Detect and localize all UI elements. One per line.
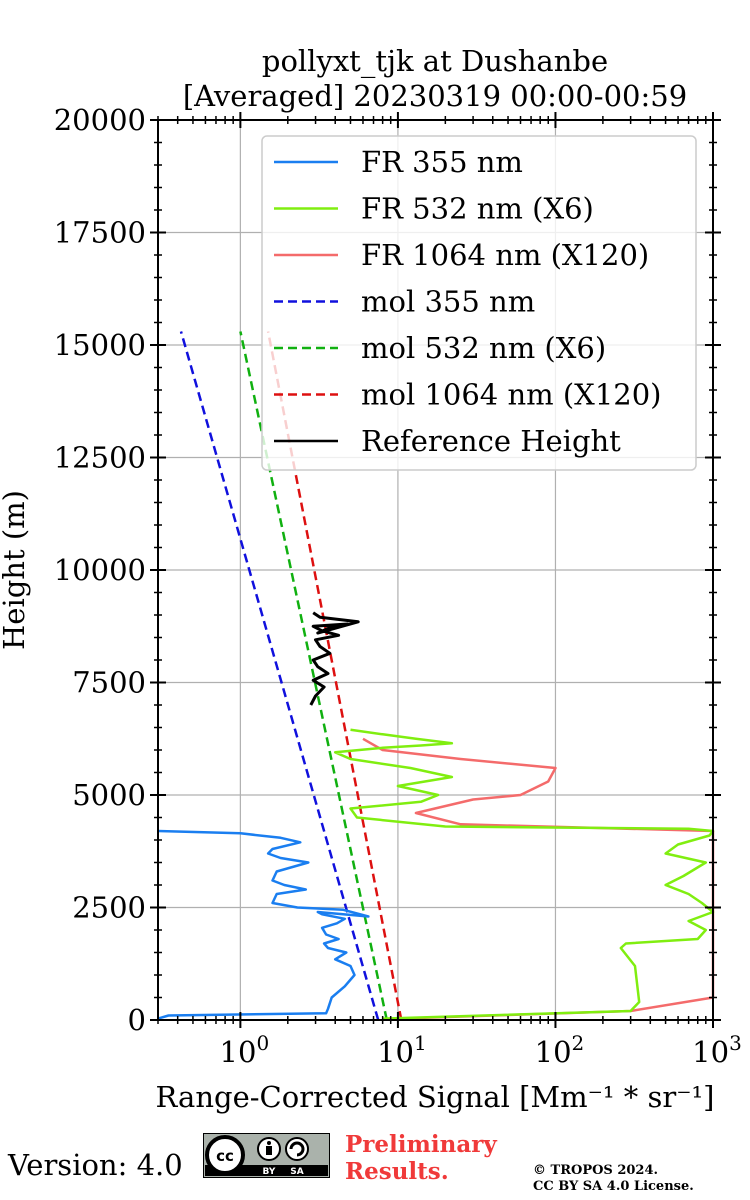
- y-tick-label: 15000: [54, 328, 146, 362]
- series-line-6: [266, 331, 403, 1021]
- legend-label: Reference Height: [361, 424, 621, 458]
- legend-box: [261, 135, 697, 471]
- copyright-line2: CC BY SA 4.0 License.: [533, 1179, 694, 1194]
- legend-label: FR 532 nm (X6): [361, 192, 594, 226]
- axis-ticks: [150, 112, 721, 1028]
- by-text: BY: [263, 1167, 276, 1177]
- series-line-4: [179, 331, 380, 1021]
- series-line-2: [333, 728, 715, 1020]
- x-axis-label: Range-Corrected Signal [Mm⁻¹ * sr⁻¹]: [156, 1080, 715, 1114]
- preliminary-results-note: Preliminary Results.: [345, 1131, 497, 1185]
- y-tick-labels: 0 2500 5000 7500 10000 12500 15000 17500 20000: [54, 103, 146, 1037]
- cc-license-badge: cc BY SA: [203, 1133, 330, 1178]
- y-tick-label: 5000: [72, 778, 146, 812]
- series-line-1: [157, 829, 370, 1020]
- x-tick-label: 101: [377, 1031, 427, 1069]
- sa-icon: [285, 1137, 309, 1161]
- chart-title-line2: [Averaged] 20230319 00:00-00:59: [183, 79, 687, 113]
- x-tick-labels: 100 101 102 103: [220, 1031, 742, 1069]
- legend-label: FR 355 nm: [361, 145, 523, 179]
- y-tick-label: 0: [128, 1003, 146, 1037]
- prelim-line2: Results.: [345, 1158, 449, 1185]
- series-line-5: [239, 331, 389, 1021]
- legend-label: mol 532 nm (X6): [361, 331, 606, 365]
- cc-text: cc: [216, 1147, 234, 1165]
- y-tick-label: 7500: [72, 666, 146, 700]
- copyright-line1: © TROPOS 2024.: [533, 1163, 659, 1178]
- y-tick-label: 17500: [54, 216, 146, 250]
- x-tick-label: 100: [220, 1031, 270, 1069]
- copyright-note: © TROPOS 2024. CC BY SA 4.0 License.: [533, 1163, 694, 1195]
- y-tick-label: 10000: [54, 553, 146, 587]
- sa-text: SA: [290, 1167, 303, 1177]
- series-line-7: [309, 611, 360, 706]
- chart-title-line1: pollyxt_tjk at Dushanbe: [262, 44, 608, 79]
- y-tick-label: 2500: [72, 891, 146, 925]
- y-axis-label: Height (m): [0, 490, 31, 650]
- chart-figure: pollyxt_tjk at Dushanbe [Averaged] 20230…: [0, 44, 742, 1114]
- legend: FR 355 nm FR 532 nm (X6) FR 1064 nm (X120)…: [261, 135, 697, 471]
- y-tick-label: 20000: [54, 103, 146, 137]
- legend-label: mol 355 nm: [361, 285, 535, 319]
- series-line-3: [362, 737, 715, 1020]
- x-tick-label: 102: [535, 1031, 585, 1069]
- legend-label: FR 1064 nm (X120): [361, 238, 649, 272]
- version-label: Version: 4.0: [8, 1148, 183, 1182]
- cc-icon: [205, 1135, 245, 1175]
- prelim-line1: Preliminary: [345, 1131, 497, 1158]
- y-tick-label: 12500: [54, 441, 146, 475]
- x-tick-label: 103: [692, 1031, 742, 1069]
- legend-label: mol 1064 nm (X120): [361, 378, 662, 412]
